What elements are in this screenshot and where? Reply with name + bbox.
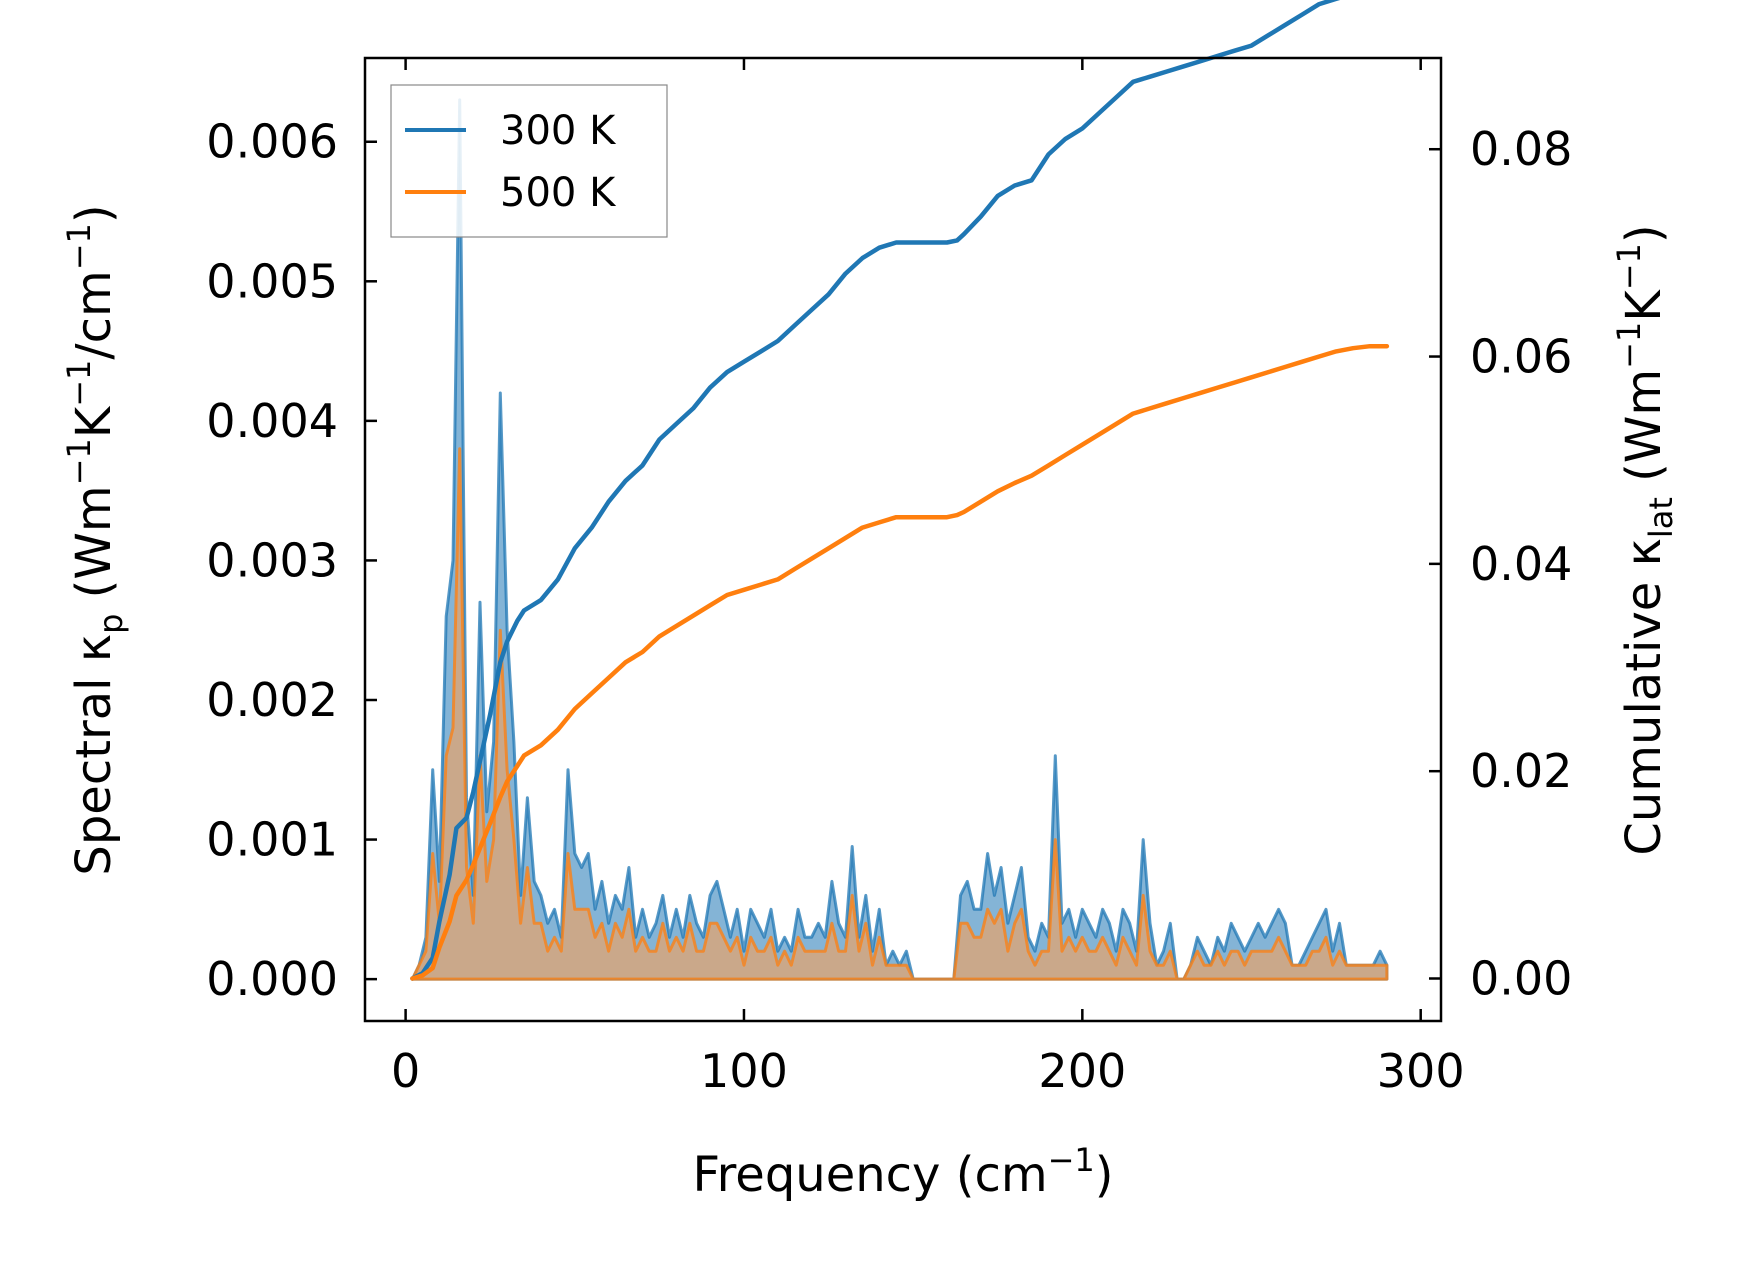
- y-tick-label-right-1: 0.02: [1470, 744, 1572, 798]
- y-tick-label-left-0: 0.000: [206, 952, 338, 1006]
- legend-box: [390, 84, 668, 238]
- x-axis-label: Frequency (cm−1): [692, 1141, 1113, 1203]
- x-tick-label-3: 300: [1377, 1044, 1465, 1098]
- y-tick-label-left-2: 0.002: [206, 673, 338, 727]
- legend-label-300k: 300 K: [500, 108, 617, 154]
- y-tick-label-left-1: 0.001: [206, 813, 338, 867]
- plot-content: [410, 0, 1390, 981]
- cumulative-line-0: [410, 0, 1341, 981]
- y-axis-label-left: Spectral κp (Wm−1K−1/cm−1): [60, 204, 130, 875]
- y-tick-label-left-5: 0.005: [206, 254, 338, 308]
- legend: 300 K 500 K: [390, 84, 668, 238]
- spectral-area-1: [410, 447, 1389, 981]
- ticks: 0 100 200 3000.0000.0010.0020.0030.0040.005…: [206, 58, 1572, 1098]
- y-axis-label-right: Cumulative κlat (Wm−1K−1): [1610, 224, 1680, 855]
- cumulative-line-1: [410, 343, 1390, 981]
- y-tick-label-left-4: 0.004: [206, 394, 338, 448]
- y-tick-label-right-4: 0.08: [1470, 122, 1572, 176]
- x-tick-label-2: 200: [1038, 1044, 1126, 1098]
- y-tick-label-left-3: 0.003: [206, 533, 338, 587]
- x-tick-label-0: 0: [391, 1044, 420, 1098]
- legend-label-500k: 500 K: [500, 170, 617, 216]
- plot-frame: [363, 56, 1443, 1023]
- y-tick-label-right-2: 0.04: [1470, 537, 1572, 591]
- y-tick-label-left-6: 0.006: [206, 115, 338, 169]
- y-tick-label-right-0: 0.00: [1470, 951, 1572, 1005]
- y-tick-label-right-3: 0.06: [1470, 330, 1572, 384]
- x-tick-label-1: 100: [700, 1044, 788, 1098]
